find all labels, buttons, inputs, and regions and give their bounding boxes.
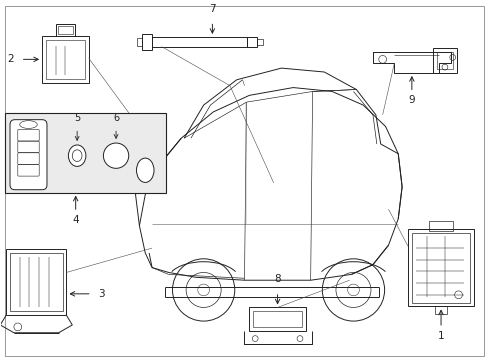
Ellipse shape — [136, 158, 154, 183]
Bar — [5, 113, 165, 193]
Bar — [46, 40, 85, 79]
Text: 7: 7 — [209, 4, 215, 14]
Bar — [56, 24, 75, 36]
Text: 5: 5 — [74, 113, 80, 123]
Bar — [6, 249, 66, 315]
Text: 4: 4 — [72, 215, 79, 225]
Bar — [10, 253, 62, 311]
Bar — [142, 34, 152, 50]
Bar — [136, 38, 142, 46]
Text: 8: 8 — [274, 274, 280, 284]
Text: 6: 6 — [113, 113, 119, 123]
Bar — [407, 229, 473, 306]
Bar — [58, 26, 73, 34]
Bar — [436, 51, 452, 69]
Text: 9: 9 — [407, 95, 414, 105]
Bar — [257, 39, 263, 45]
Ellipse shape — [68, 145, 86, 166]
FancyBboxPatch shape — [10, 120, 47, 190]
Bar — [432, 48, 456, 73]
Bar — [411, 233, 469, 303]
Bar — [253, 311, 301, 327]
Bar — [42, 36, 89, 83]
Bar — [428, 221, 452, 231]
Text: 1: 1 — [437, 331, 444, 341]
Circle shape — [103, 143, 128, 168]
Bar — [249, 307, 305, 331]
Bar — [434, 306, 446, 314]
Text: 3: 3 — [98, 289, 104, 299]
Bar — [152, 37, 247, 47]
Bar — [247, 37, 257, 47]
Text: 2: 2 — [8, 54, 14, 64]
